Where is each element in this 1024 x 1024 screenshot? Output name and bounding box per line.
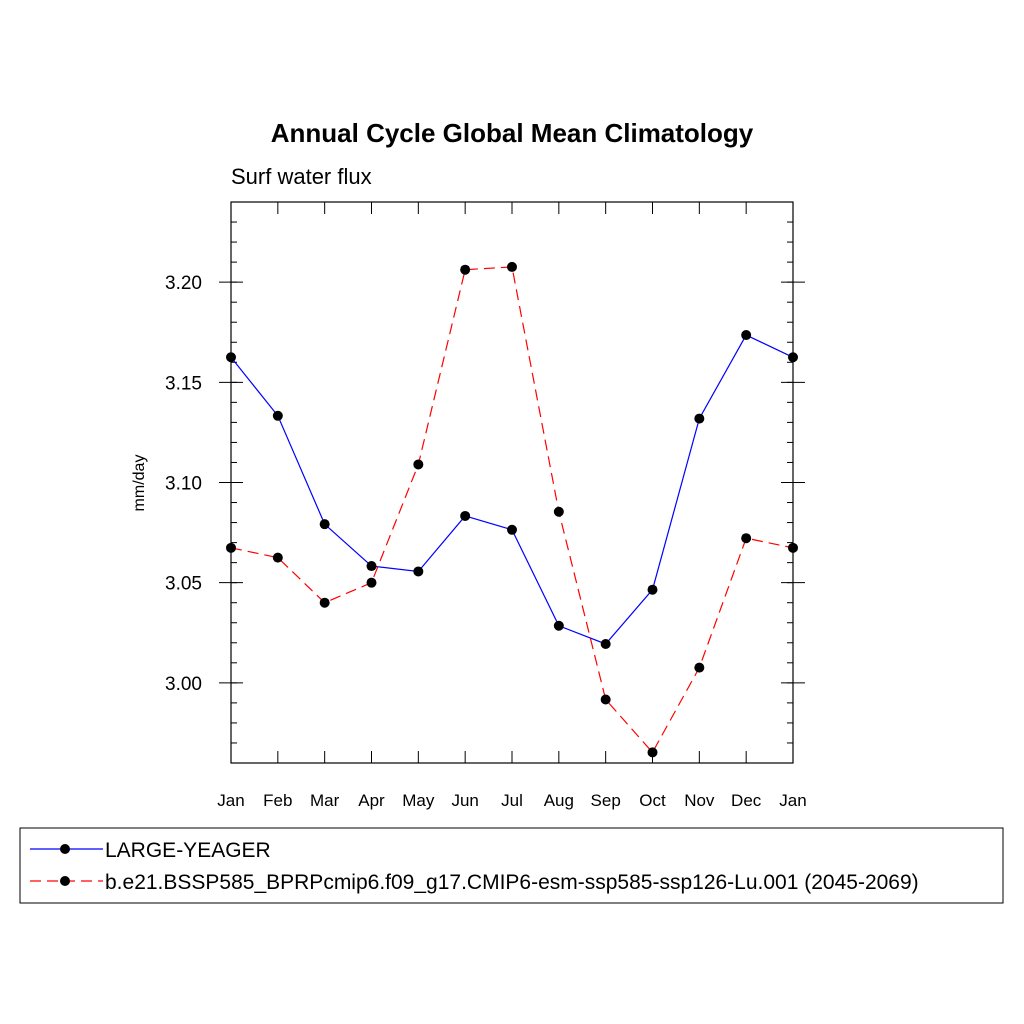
x-tick-label: Apr [358, 791, 385, 810]
data-point [647, 747, 658, 758]
data-point [553, 506, 564, 517]
y-tick-label: 3.00 [165, 674, 202, 695]
x-tick-label: Jan [217, 791, 244, 810]
y-tick-label: 3.20 [165, 273, 202, 294]
data-point [647, 584, 658, 595]
y-axis-label: mm/day [131, 455, 148, 512]
data-point [600, 694, 611, 705]
data-point [319, 519, 330, 530]
y-tick-label: 3.15 [165, 373, 202, 394]
x-tick-label: Mar [310, 791, 340, 810]
data-point [460, 264, 471, 275]
legend: LARGE-YEAGER b.e21.BSSP585_BPRPcmip6.f09_… [19, 827, 1004, 904]
data-point [694, 662, 705, 673]
data-point [413, 459, 424, 470]
data-point [366, 561, 377, 572]
x-tick-label: Feb [263, 791, 292, 810]
data-point [460, 510, 471, 521]
plot-series [226, 261, 798, 758]
legend-marker [60, 876, 70, 886]
series-line [230, 334, 794, 645]
legend-marker [60, 844, 70, 854]
legend-box [19, 827, 1004, 904]
x-tick-label: Sep [591, 791, 621, 810]
data-point [694, 413, 705, 424]
data-point [507, 261, 517, 272]
legend-label: LARGE-YEAGER [105, 839, 271, 862]
series-1 [226, 261, 798, 758]
data-point [600, 638, 611, 649]
chart-title: Annual Cycle Global Mean Climatology [271, 118, 754, 148]
data-point [413, 566, 424, 577]
plot-frame [230, 201, 794, 764]
data-point [741, 533, 752, 544]
y-tick-label: 3.05 [165, 574, 202, 595]
x-tick-label: Jun [451, 791, 478, 810]
series-0 [226, 330, 798, 649]
x-tick-label: Dec [731, 791, 762, 810]
data-point [507, 524, 517, 535]
y-tick-label: 3.10 [165, 474, 202, 495]
x-tick-label: Oct [639, 791, 666, 810]
data-point [366, 577, 377, 588]
x-tick-label: Jan [779, 791, 806, 810]
chart-subtitle: Surf water flux [231, 164, 372, 189]
axis-ticks: Jan Feb Mar Apr May Jun Jul Aug Sep Oct Nov Dec Jan 3… [165, 201, 807, 810]
data-point [319, 597, 330, 608]
x-tick-label: Nov [684, 791, 715, 810]
x-tick-label: Aug [544, 791, 574, 810]
data-point [272, 410, 283, 421]
x-tick-label: Jul [501, 791, 523, 810]
data-point [553, 620, 564, 631]
data-point [741, 330, 752, 341]
series-line [230, 266, 794, 754]
x-tick-label: May [402, 791, 435, 810]
data-point [272, 552, 283, 563]
legend-label: b.e21.BSSP585_BPRPcmip6.f09_g17.CMIP6-es… [105, 871, 919, 894]
